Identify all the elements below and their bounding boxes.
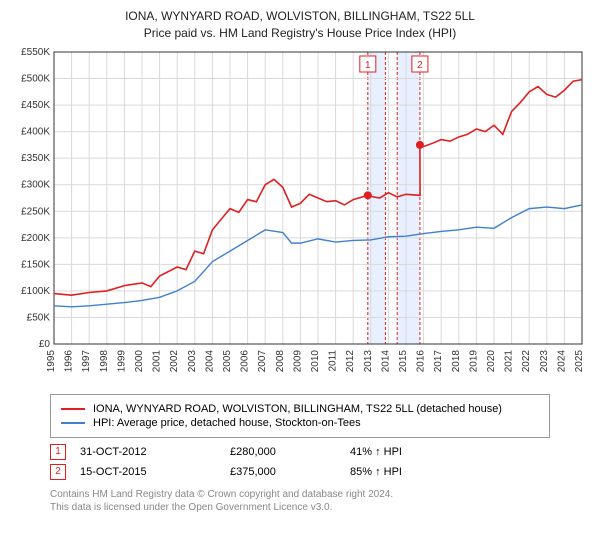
sale-badge: 2 (50, 464, 66, 480)
legend-swatch-property (61, 408, 85, 410)
svg-text:£350K: £350K (21, 153, 50, 164)
svg-text:2016: 2016 (416, 349, 427, 372)
legend-label-property: IONA, WYNYARD ROAD, WOLVISTON, BILLINGHA… (93, 403, 502, 415)
svg-text:1: 1 (365, 60, 371, 71)
svg-text:£50K: £50K (27, 312, 51, 323)
legend-label-hpi: HPI: Average price, detached house, Stoc… (93, 417, 361, 429)
svg-text:£400K: £400K (21, 126, 50, 137)
sale-price: £280,000 (230, 446, 350, 458)
svg-text:1997: 1997 (81, 349, 92, 372)
sale-pct: 85% ↑ HPI (350, 466, 470, 478)
svg-text:2013: 2013 (363, 349, 374, 372)
svg-text:£450K: £450K (21, 100, 50, 111)
sale-price: £375,000 (230, 466, 350, 478)
svg-text:2003: 2003 (187, 349, 198, 372)
svg-text:2007: 2007 (257, 349, 268, 372)
svg-text:2023: 2023 (539, 349, 550, 372)
sales-table: 1 31-OCT-2012£280,00041% ↑ HPI 2 15-OCT-201… (8, 444, 592, 480)
sale-date: 31-OCT-2012 (80, 446, 230, 458)
svg-text:2025: 2025 (574, 349, 585, 372)
title-address: IONA, WYNYARD ROAD, WOLVISTON, BILLINGHA… (8, 8, 592, 25)
svg-text:2004: 2004 (204, 349, 215, 372)
svg-text:2011: 2011 (328, 349, 339, 371)
svg-text:2006: 2006 (240, 349, 251, 372)
sale-badge: 1 (50, 444, 66, 460)
svg-text:2001: 2001 (152, 349, 163, 372)
svg-text:2021: 2021 (504, 349, 515, 372)
svg-text:£300K: £300K (21, 179, 50, 190)
footer-line2: This data is licensed under the Open Gov… (50, 501, 592, 514)
line-chart-svg: £0 £50K £100K £150K £200K £250K £300K £350K £400… (8, 46, 592, 386)
svg-text:1995: 1995 (46, 349, 57, 372)
title-block: IONA, WYNYARD ROAD, WOLVISTON, BILLINGHA… (8, 8, 592, 42)
svg-text:2005: 2005 (222, 349, 233, 372)
sale-pct: 41% ↑ HPI (350, 446, 470, 458)
svg-text:2019: 2019 (468, 349, 479, 372)
svg-text:£250K: £250K (21, 206, 50, 217)
svg-text:£500K: £500K (21, 73, 50, 84)
svg-text:2017: 2017 (433, 349, 444, 372)
svg-text:1996: 1996 (64, 349, 75, 372)
chart-container: IONA, WYNYARD ROAD, WOLVISTON, BILLINGHA… (8, 8, 592, 514)
plot-area: £0 £50K £100K £150K £200K £250K £300K £350K £400… (8, 46, 592, 386)
svg-text:£150K: £150K (21, 259, 50, 270)
svg-text:£550K: £550K (21, 47, 50, 58)
footer: Contains HM Land Registry data © Crown c… (50, 488, 592, 514)
svg-text:£0: £0 (39, 339, 51, 350)
svg-text:2: 2 (417, 60, 423, 71)
legend: IONA, WYNYARD ROAD, WOLVISTON, BILLINGHA… (50, 394, 550, 438)
svg-text:2000: 2000 (134, 349, 145, 372)
svg-text:2024: 2024 (556, 349, 567, 372)
svg-text:2020: 2020 (486, 349, 497, 372)
svg-text:£200K: £200K (21, 232, 50, 243)
legend-row-property: IONA, WYNYARD ROAD, WOLVISTON, BILLINGHA… (61, 403, 539, 415)
sale-row: 2 15-OCT-2015£375,00085% ↑ HPI (50, 464, 592, 480)
svg-text:£100K: £100K (21, 286, 50, 297)
svg-text:1999: 1999 (116, 349, 127, 372)
svg-text:2002: 2002 (169, 349, 180, 372)
svg-text:2014: 2014 (380, 349, 391, 372)
svg-text:2022: 2022 (521, 349, 532, 372)
sale-date: 15-OCT-2015 (80, 466, 230, 478)
svg-text:2018: 2018 (451, 349, 462, 372)
sale-row: 1 31-OCT-2012£280,00041% ↑ HPI (50, 444, 592, 460)
svg-text:2010: 2010 (310, 349, 321, 372)
title-subtitle: Price paid vs. HM Land Registry's House … (8, 25, 592, 42)
svg-text:2009: 2009 (292, 349, 303, 372)
svg-text:2008: 2008 (275, 349, 286, 372)
svg-text:2015: 2015 (398, 349, 409, 372)
svg-text:1998: 1998 (99, 349, 110, 372)
legend-row-hpi: HPI: Average price, detached house, Stoc… (61, 417, 539, 429)
legend-swatch-hpi (61, 422, 85, 424)
svg-text:2012: 2012 (345, 349, 356, 372)
footer-line1: Contains HM Land Registry data © Crown c… (50, 488, 592, 501)
